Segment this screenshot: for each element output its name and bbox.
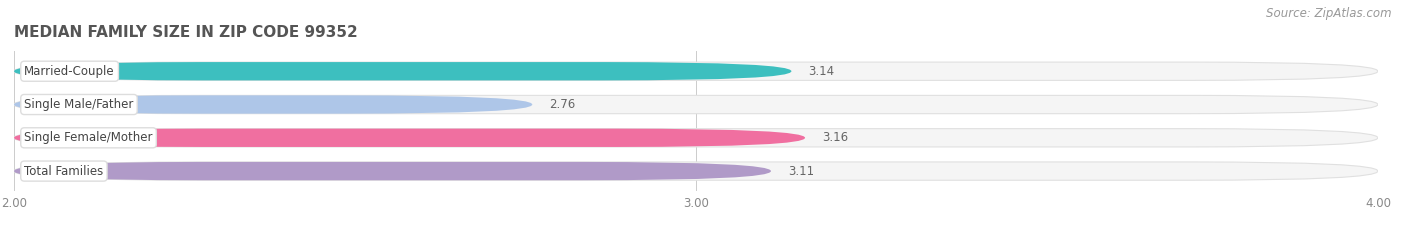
Text: Married-Couple: Married-Couple <box>24 65 115 78</box>
Text: Total Families: Total Families <box>24 164 104 178</box>
FancyBboxPatch shape <box>14 95 1378 114</box>
Text: Single Male/Father: Single Male/Father <box>24 98 134 111</box>
Text: 3.14: 3.14 <box>808 65 835 78</box>
FancyBboxPatch shape <box>14 162 1378 180</box>
Text: 2.76: 2.76 <box>550 98 575 111</box>
Text: 3.16: 3.16 <box>823 131 848 144</box>
FancyBboxPatch shape <box>14 95 533 114</box>
FancyBboxPatch shape <box>14 129 806 147</box>
FancyBboxPatch shape <box>14 162 770 180</box>
FancyBboxPatch shape <box>14 62 792 80</box>
Text: Source: ZipAtlas.com: Source: ZipAtlas.com <box>1267 7 1392 20</box>
Text: Single Female/Mother: Single Female/Mother <box>24 131 153 144</box>
Text: 3.11: 3.11 <box>787 164 814 178</box>
FancyBboxPatch shape <box>14 62 1378 80</box>
Text: MEDIAN FAMILY SIZE IN ZIP CODE 99352: MEDIAN FAMILY SIZE IN ZIP CODE 99352 <box>14 25 357 40</box>
FancyBboxPatch shape <box>14 129 1378 147</box>
